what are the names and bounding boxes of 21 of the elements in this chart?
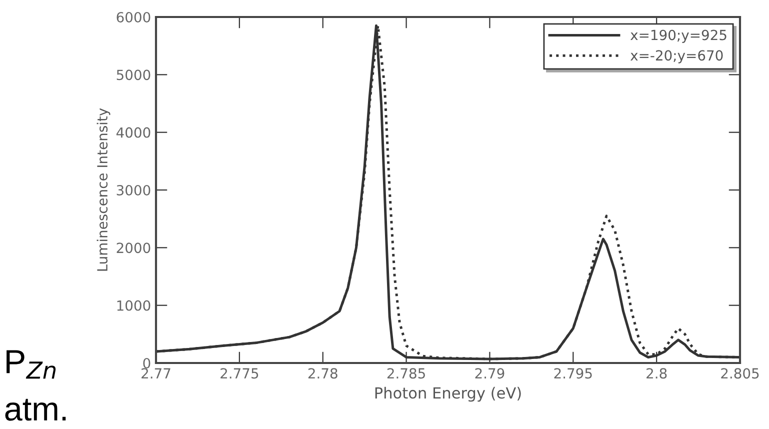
- x-tick-label: 2.77: [142, 368, 170, 378]
- text: atm.: [5, 398, 66, 421]
- x-tick-label: 2.8: [646, 368, 667, 379]
- text: P$_{Zn}$: [6, 350, 56, 379]
- x-tick-label: 2.775: [220, 368, 258, 379]
- x-axis-title: Photon Energy (eV): [375, 386, 521, 402]
- legend-label: x=-20;y=670: [630, 50, 723, 64]
- y-axis-title: Luminescence Intensity: [96, 108, 110, 271]
- x-tick-label: 2.795: [554, 368, 592, 379]
- x-tick-label: 2.78: [308, 368, 338, 379]
- y-tick-label: 1000: [117, 300, 150, 311]
- y-tick-label: 5000: [116, 70, 150, 80]
- x-tick-label: 2.805: [721, 368, 759, 379]
- legend-label: x=190;y=925: [630, 30, 726, 43]
- y-tick-label: 2000: [116, 242, 150, 254]
- x-tick-label: 2.785: [387, 368, 425, 379]
- y-tick-label: 0: [143, 358, 150, 368]
- x-tick-label: 2.79: [475, 368, 504, 379]
- y-tick-label: 3000: [116, 184, 150, 196]
- y-tick-label: 6000: [116, 12, 150, 22]
- y-tick-label: 4000: [116, 127, 150, 138]
